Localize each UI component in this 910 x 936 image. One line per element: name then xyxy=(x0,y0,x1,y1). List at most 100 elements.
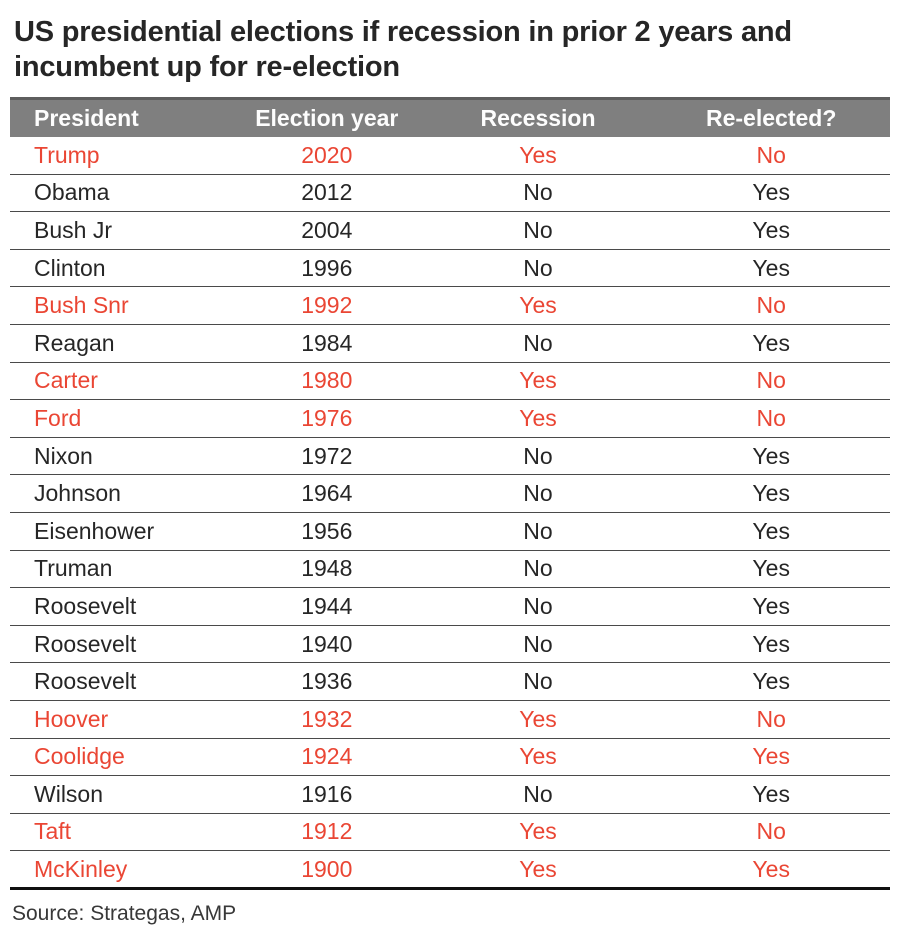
table-row: Clinton 1996 No Yes xyxy=(10,249,890,288)
figure-title: US presidential elections if recession i… xyxy=(14,15,892,85)
cell-recession: Yes xyxy=(423,399,653,438)
cell-recession: Yes xyxy=(423,286,653,325)
cell-re-elected: Yes xyxy=(652,738,890,777)
cell-president: Trump xyxy=(10,136,230,175)
cell-president: Truman xyxy=(10,550,230,589)
cell-president: Ford xyxy=(10,399,230,438)
cell-election-year: 1976 xyxy=(230,399,424,438)
table-row: McKinley 1900 Yes Yes xyxy=(10,850,890,890)
table-row: Reagan 1984 No Yes xyxy=(10,324,890,363)
source-note: Source: Strategas, AMP xyxy=(12,901,237,925)
cell-president: Roosevelt xyxy=(10,662,230,701)
cell-election-year: 1900 xyxy=(230,850,424,890)
table-row: Obama 2012 No Yes xyxy=(10,174,890,213)
cell-re-elected: Yes xyxy=(652,174,890,213)
cell-re-elected: Yes xyxy=(652,550,890,589)
cell-re-elected: No xyxy=(652,813,890,852)
cell-president: McKinley xyxy=(10,850,230,890)
cell-election-year: 1980 xyxy=(230,362,424,401)
cell-election-year: 1924 xyxy=(230,738,424,777)
title-line-2: incumbent up for re-election xyxy=(14,51,400,83)
cell-recession: Yes xyxy=(423,738,653,777)
cell-re-elected: Yes xyxy=(652,437,890,476)
cell-recession: No xyxy=(423,324,653,363)
table-row: Taft 1912 Yes No xyxy=(10,813,890,852)
table-row: Truman 1948 No Yes xyxy=(10,550,890,589)
table-body: Trump 2020 Yes No Obama 2012 No Yes Bush Jr 2004 N… xyxy=(10,136,890,890)
table-row: Johnson 1964 No Yes xyxy=(10,474,890,513)
cell-election-year: 1964 xyxy=(230,474,424,513)
cell-re-elected: Yes xyxy=(652,211,890,250)
cell-president: Bush Snr xyxy=(10,286,230,325)
cell-president: Bush Jr xyxy=(10,211,230,250)
cell-recession: No xyxy=(423,550,653,589)
table-row: Roosevelt 1936 No Yes xyxy=(10,662,890,701)
cell-recession: No xyxy=(423,775,653,814)
cell-president: Johnson xyxy=(10,474,230,513)
cell-recession: Yes xyxy=(423,813,653,852)
cell-president: Hoover xyxy=(10,700,230,739)
cell-recession: Yes xyxy=(423,700,653,739)
cell-president: Reagan xyxy=(10,324,230,363)
cell-election-year: 2004 xyxy=(230,211,424,250)
cell-election-year: 2020 xyxy=(230,136,424,175)
table-row: Trump 2020 Yes No xyxy=(10,136,890,175)
cell-recession: No xyxy=(423,249,653,288)
cell-recession: No xyxy=(423,587,653,626)
cell-re-elected: No xyxy=(652,136,890,175)
cell-election-year: 1940 xyxy=(230,625,424,664)
cell-re-elected: Yes xyxy=(652,587,890,626)
table-row: Ford 1976 Yes No xyxy=(10,399,890,438)
table-header: President Election year Recession Re-ele… xyxy=(10,97,890,137)
cell-recession: Yes xyxy=(423,362,653,401)
table-row: Coolidge 1924 Yes Yes xyxy=(10,738,890,777)
table-row: Roosevelt 1940 No Yes xyxy=(10,625,890,664)
cell-president: Clinton xyxy=(10,249,230,288)
cell-election-year: 1932 xyxy=(230,700,424,739)
table-row: Hoover 1932 Yes No xyxy=(10,700,890,739)
cell-election-year: 1916 xyxy=(230,775,424,814)
cell-election-year: 1972 xyxy=(230,437,424,476)
cell-election-year: 1992 xyxy=(230,286,424,325)
column-header-president: President xyxy=(10,97,230,137)
table-row: Eisenhower 1956 No Yes xyxy=(10,512,890,551)
cell-election-year: 1956 xyxy=(230,512,424,551)
cell-election-year: 1948 xyxy=(230,550,424,589)
cell-re-elected: No xyxy=(652,362,890,401)
cell-election-year: 1944 xyxy=(230,587,424,626)
cell-election-year: 1984 xyxy=(230,324,424,363)
table-row: Bush Jr 2004 No Yes xyxy=(10,211,890,250)
cell-re-elected: No xyxy=(652,700,890,739)
cell-recession: No xyxy=(423,474,653,513)
cell-re-elected: Yes xyxy=(652,850,890,890)
cell-re-elected: No xyxy=(652,286,890,325)
table-row: Roosevelt 1944 No Yes xyxy=(10,587,890,626)
cell-re-elected: Yes xyxy=(652,662,890,701)
title-line-1: US presidential elections if recession i… xyxy=(14,16,792,48)
cell-re-elected: Yes xyxy=(652,512,890,551)
table-row: Bush Snr 1992 Yes No xyxy=(10,286,890,325)
cell-president: Wilson xyxy=(10,775,230,814)
cell-election-year: 1996 xyxy=(230,249,424,288)
cell-president: Roosevelt xyxy=(10,625,230,664)
cell-recession: No xyxy=(423,211,653,250)
cell-election-year: 1936 xyxy=(230,662,424,701)
table-row: Wilson 1916 No Yes xyxy=(10,775,890,814)
cell-president: Roosevelt xyxy=(10,587,230,626)
cell-recession: No xyxy=(423,174,653,213)
cell-re-elected: Yes xyxy=(652,625,890,664)
cell-recession: No xyxy=(423,437,653,476)
cell-president: Eisenhower xyxy=(10,512,230,551)
cell-recession: No xyxy=(423,625,653,664)
cell-election-year: 2012 xyxy=(230,174,424,213)
cell-re-elected: No xyxy=(652,399,890,438)
cell-re-elected: Yes xyxy=(652,474,890,513)
cell-president: Nixon xyxy=(10,437,230,476)
cell-president: Carter xyxy=(10,362,230,401)
cell-recession: Yes xyxy=(423,850,653,890)
cell-president: Coolidge xyxy=(10,738,230,777)
column-header-recession: Recession xyxy=(423,97,653,137)
elections-table: President Election year Recession Re-ele… xyxy=(10,97,890,890)
cell-re-elected: Yes xyxy=(652,324,890,363)
cell-president: Taft xyxy=(10,813,230,852)
